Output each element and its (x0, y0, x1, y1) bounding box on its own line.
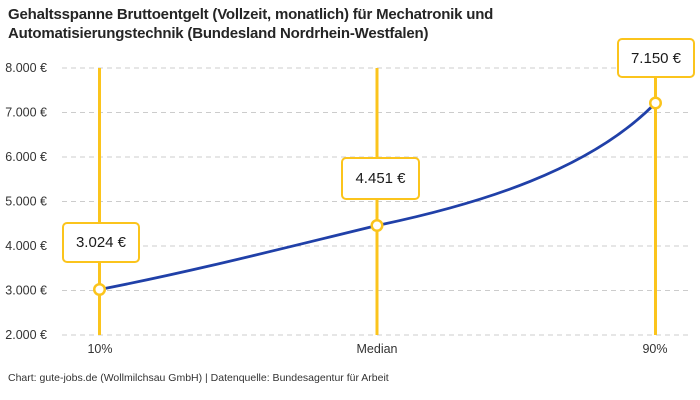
x-axis-labels: 10% Median 90% (87, 342, 667, 356)
y-tick-label: 3.000 € (5, 284, 47, 298)
marker-p10 (93, 283, 106, 296)
chart-title: Gehaltsspanne Bruttoentgelt (Vollzeit, m… (8, 6, 494, 43)
y-tick-label: 5.000 € (5, 195, 47, 209)
data-point-markers (93, 96, 662, 296)
value-label-median: 4.451 € (341, 157, 420, 200)
chart-attribution: Chart: gute-jobs.de (Wollmilchsau GmbH) … (8, 372, 389, 384)
gridlines (62, 67, 688, 336)
marker-p90 (649, 96, 662, 110)
x-tick-label: 10% (87, 342, 112, 356)
y-tick-label: 6.000 € (5, 150, 47, 164)
y-tick-label: 8.000 € (5, 61, 47, 75)
x-tick-label: 90% (642, 342, 667, 356)
y-tick-label: 4.000 € (5, 239, 47, 253)
marker-median (370, 219, 384, 232)
y-axis-labels: 8.000 € 7.000 € 6.000 € 5.000 € 4.000 € … (5, 61, 47, 342)
value-label-p10: 3.024 € (62, 222, 140, 263)
y-tick-label: 7.000 € (5, 106, 47, 120)
value-label-p90: 7.150 € (617, 38, 695, 78)
x-tick-label: Median (357, 342, 398, 356)
y-tick-label: 2.000 € (5, 328, 47, 342)
